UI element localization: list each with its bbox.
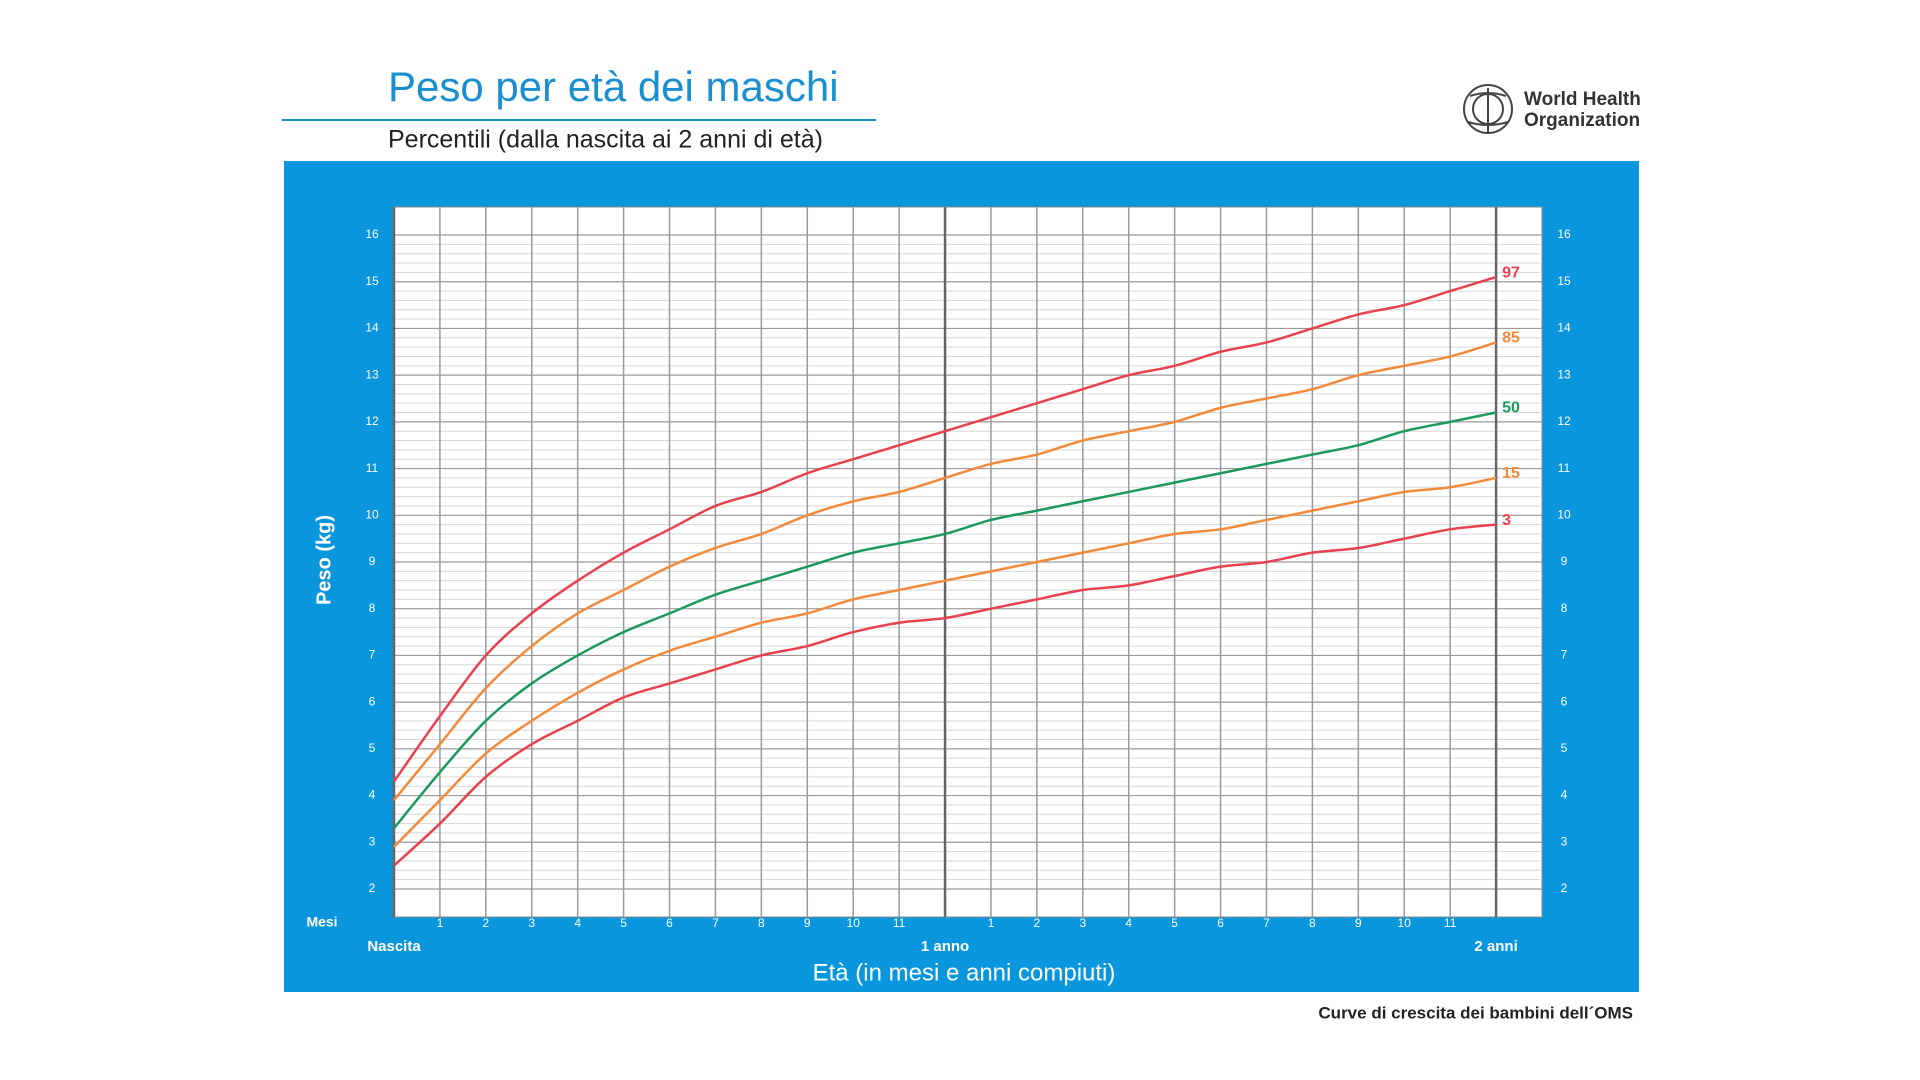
x-tick-label: 2 xyxy=(482,916,489,930)
x-tick-label: 7 xyxy=(1263,916,1270,930)
x-tick-label: 3 xyxy=(528,916,535,930)
y-tick-label: 2 xyxy=(369,881,376,895)
y-tick-label: 11 xyxy=(366,461,379,475)
y-tick-label: 3 xyxy=(369,834,376,848)
y-tick-label-right: 7 xyxy=(1561,648,1568,662)
series-label: 15 xyxy=(1502,465,1520,482)
series-label: 3 xyxy=(1502,512,1511,529)
x-tick-label: 1 xyxy=(437,916,444,930)
y-tick-label-right: 11 xyxy=(1558,461,1571,475)
percentile-line xyxy=(393,341,1497,802)
logo-text: Organization xyxy=(1524,110,1640,131)
x-year-label: Nascita xyxy=(367,938,421,955)
x-tick-label: 2 xyxy=(1034,916,1041,930)
y-tick-label-right: 15 xyxy=(1557,274,1571,288)
logo-text: World Health xyxy=(1524,89,1641,110)
x-tick-label: 5 xyxy=(620,916,627,930)
y-tick-label: 8 xyxy=(369,601,376,615)
x-tick-label: 11 xyxy=(893,916,906,930)
x-tick-label: 8 xyxy=(1309,916,1316,930)
y-tick-label-right: 6 xyxy=(1561,694,1568,708)
footer: Curve di crescita dei bambini dell´OMS xyxy=(1318,1003,1633,1022)
y-tick-label: 10 xyxy=(365,507,379,521)
y-tick-label-right: 4 xyxy=(1561,788,1568,802)
y-tick-label: 14 xyxy=(365,321,379,335)
chart-title: Peso per età dei maschi xyxy=(388,63,839,110)
y-tick-label: 9 xyxy=(369,554,376,568)
x-tick-label: 11 xyxy=(1444,916,1457,930)
y-tick-label-right: 16 xyxy=(1557,227,1571,241)
y-tick-label-right: 14 xyxy=(1557,321,1571,335)
x-tick-label: 6 xyxy=(666,916,673,930)
y-tick-label: 13 xyxy=(365,367,379,381)
x-tick-label: 4 xyxy=(1125,916,1132,930)
percentile-line xyxy=(393,523,1497,867)
y-tick-label: 6 xyxy=(369,694,376,708)
x-tick-label: 8 xyxy=(758,916,765,930)
x-tick-label: 10 xyxy=(1398,916,1412,930)
x-tick-label: 9 xyxy=(804,916,811,930)
y-tick-label: 16 xyxy=(365,227,379,241)
percentile-line xyxy=(393,476,1497,848)
y-tick-label-right: 9 xyxy=(1561,554,1568,568)
series-label: 85 xyxy=(1502,330,1520,347)
x-tick-label: 7 xyxy=(712,916,719,930)
y-tick-label-right: 12 xyxy=(1557,414,1571,428)
who-emblem xyxy=(1463,84,1513,134)
y-tick-label-right: 10 xyxy=(1557,507,1571,521)
y-tick-label: 15 xyxy=(365,274,379,288)
x-tick-label: 10 xyxy=(847,916,861,930)
x-tick-label: 5 xyxy=(1171,916,1178,930)
x-tick-label: 1 xyxy=(988,916,995,930)
y-tick-label: 7 xyxy=(369,648,376,662)
y-tick-label: 4 xyxy=(369,788,376,802)
y-axis-label: Peso (kg) xyxy=(313,515,335,605)
x-unit-label: Mesi xyxy=(306,914,337,930)
x-tick-label: 9 xyxy=(1355,916,1362,930)
y-tick-label-right: 8 xyxy=(1561,601,1568,615)
y-tick-label-right: 3 xyxy=(1561,834,1568,848)
percentile-line xyxy=(393,411,1497,830)
y-tick-label-right: 2 xyxy=(1561,881,1568,895)
y-tick-label: 12 xyxy=(365,414,379,428)
x-tick-label: 3 xyxy=(1079,916,1086,930)
x-year-label: 2 anni xyxy=(1474,938,1517,955)
x-axis-label: Età (in mesi e anni compiuti) xyxy=(813,959,1116,986)
chart-subtitle: Percentili (dalla nascita ai 2 anni di e… xyxy=(388,126,823,154)
series-label: 50 xyxy=(1502,400,1520,417)
y-tick-label: 5 xyxy=(369,741,376,755)
y-tick-label-right: 13 xyxy=(1557,367,1571,381)
x-year-label: 1 anno xyxy=(921,938,969,955)
x-tick-label: 6 xyxy=(1217,916,1224,930)
percentile-line xyxy=(392,275,1497,783)
y-tick-label-right: 5 xyxy=(1561,741,1568,755)
x-tick-label: 4 xyxy=(574,916,581,930)
series-label: 97 xyxy=(1502,264,1520,281)
